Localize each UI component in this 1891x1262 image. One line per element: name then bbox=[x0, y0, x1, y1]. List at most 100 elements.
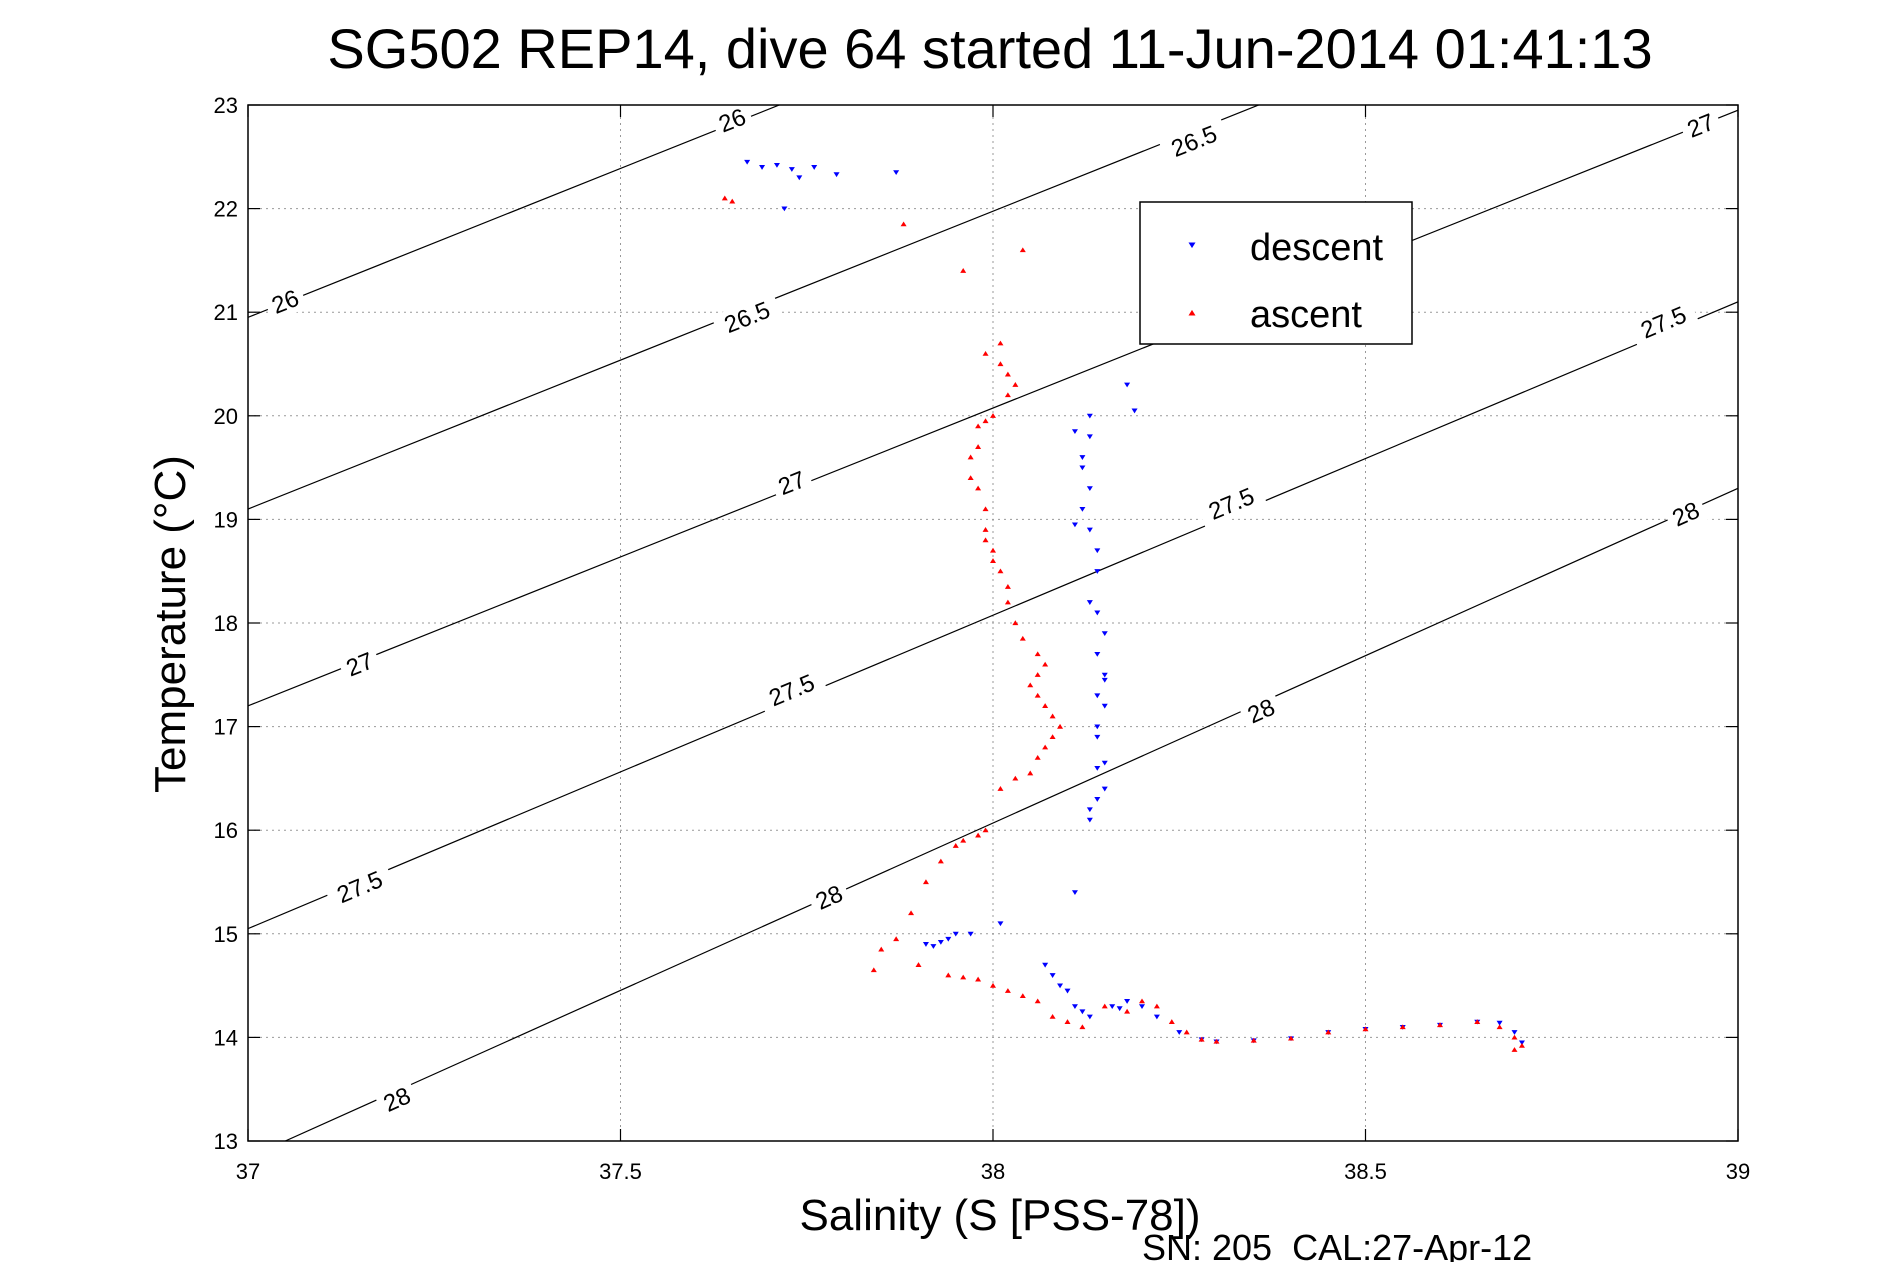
ascent-point bbox=[1511, 1047, 1518, 1052]
descent-point bbox=[967, 931, 974, 937]
ascent-point bbox=[997, 361, 1004, 367]
data-series bbox=[721, 159, 1525, 1052]
ascent-point bbox=[997, 568, 1004, 574]
x-tick-label: 37 bbox=[236, 1159, 260, 1184]
ascent-point bbox=[990, 547, 996, 553]
descent-point bbox=[796, 175, 803, 181]
descent-point bbox=[1086, 434, 1093, 440]
y-tick-label: 22 bbox=[214, 197, 238, 222]
ascent-point bbox=[908, 910, 915, 916]
ascent-point bbox=[915, 962, 922, 967]
ascent-point bbox=[960, 837, 967, 843]
descent-point bbox=[1153, 1014, 1160, 1020]
ascent-point bbox=[1034, 651, 1041, 657]
legend-marker-ascent bbox=[1188, 309, 1196, 316]
ascent-point bbox=[1034, 672, 1041, 677]
descent-point bbox=[1101, 672, 1108, 678]
descent-point bbox=[937, 939, 944, 945]
y-tick-label: 19 bbox=[214, 507, 238, 532]
ascent-point bbox=[1168, 1019, 1175, 1024]
descent-point bbox=[1094, 693, 1101, 699]
descent-point bbox=[1116, 1006, 1123, 1012]
ascent-point bbox=[1019, 993, 1026, 999]
ascent-point bbox=[975, 832, 982, 838]
descent-point bbox=[1071, 429, 1078, 435]
ascent-point bbox=[893, 936, 900, 942]
y-tick-label: 18 bbox=[214, 611, 238, 636]
y-tick-label: 17 bbox=[214, 715, 238, 740]
ascent-point bbox=[1049, 1013, 1056, 1019]
ascent-point bbox=[1124, 1008, 1131, 1014]
ascent-point bbox=[1139, 998, 1145, 1004]
legend-entry-descent: descent bbox=[1188, 227, 1384, 269]
ascent-point bbox=[975, 485, 982, 491]
descent-point bbox=[930, 944, 937, 949]
descent-point bbox=[781, 206, 788, 212]
descent-point bbox=[1139, 1004, 1145, 1010]
density-contour-27.5 bbox=[248, 301, 1738, 930]
x-tick-label: 38 bbox=[981, 1159, 1005, 1184]
descent-point bbox=[997, 921, 1004, 927]
ascent-point bbox=[1027, 770, 1034, 776]
ascent-point bbox=[1019, 247, 1026, 253]
chart-title: SG502 REP14, dive 64 started 11-Jun-2014… bbox=[327, 17, 1652, 80]
contour-label-bg bbox=[323, 861, 396, 913]
ascent-point bbox=[975, 423, 982, 429]
ascent-point bbox=[975, 444, 982, 449]
legend-marker-descent bbox=[1188, 242, 1196, 249]
descent-point bbox=[1101, 703, 1108, 709]
descent-point bbox=[1101, 786, 1108, 792]
ascent-point bbox=[1034, 754, 1041, 760]
contour-label-bg bbox=[1662, 493, 1709, 535]
descent-point bbox=[1094, 724, 1101, 730]
ascent-point bbox=[1042, 744, 1049, 750]
contour-label-bg bbox=[336, 644, 383, 685]
x-tick-label: 39 bbox=[1726, 1159, 1750, 1184]
descent-point bbox=[1086, 1014, 1093, 1020]
descent-point bbox=[1071, 1004, 1078, 1010]
descent-point bbox=[1094, 548, 1101, 554]
descent-point bbox=[1124, 382, 1131, 388]
descent-point bbox=[1101, 631, 1108, 637]
descent-point bbox=[833, 172, 840, 178]
ascent-point bbox=[1004, 988, 1011, 993]
descent-point bbox=[1094, 765, 1101, 771]
descent-point bbox=[1094, 569, 1101, 574]
x-tick-label: 38.5 bbox=[1344, 1159, 1387, 1184]
descent-point bbox=[1094, 651, 1101, 657]
ascent-point bbox=[997, 340, 1004, 346]
ascent-point bbox=[1079, 1024, 1086, 1030]
density-contour-26.5 bbox=[248, 105, 1261, 510]
ascent-point bbox=[721, 195, 728, 201]
descent-point bbox=[1176, 1030, 1183, 1035]
contour-label: 27 bbox=[336, 644, 383, 685]
descent-point bbox=[788, 167, 795, 172]
ascent-point bbox=[982, 350, 989, 356]
descent-point bbox=[1101, 760, 1108, 766]
descent-point bbox=[1086, 807, 1093, 813]
descent-point bbox=[1086, 486, 1093, 492]
ascent-point bbox=[967, 454, 974, 460]
ascent-point bbox=[1012, 620, 1019, 626]
y-tick-label: 23 bbox=[214, 93, 238, 118]
x-tick-label: 37.5 bbox=[599, 1159, 642, 1184]
contour-label-bg bbox=[1627, 296, 1700, 349]
descent-point bbox=[773, 162, 780, 168]
descent-point bbox=[1109, 1004, 1116, 1010]
descent-point bbox=[759, 165, 766, 170]
descent-point bbox=[1079, 1009, 1086, 1015]
ascent-point bbox=[1325, 1029, 1332, 1035]
descent-point bbox=[945, 936, 952, 942]
descent-point bbox=[1086, 527, 1093, 533]
ascent-point bbox=[1004, 371, 1011, 377]
y-tick-label: 13 bbox=[214, 1129, 238, 1154]
descent-point bbox=[922, 942, 929, 947]
descent-point bbox=[1086, 413, 1093, 419]
ascent-point bbox=[1511, 1034, 1518, 1040]
ascent-point bbox=[1101, 1003, 1108, 1009]
descent-point bbox=[1064, 988, 1071, 994]
ascent-point bbox=[729, 198, 736, 204]
ascent-point bbox=[1057, 723, 1064, 729]
descent-point bbox=[1071, 890, 1078, 896]
descent-point bbox=[1094, 610, 1101, 616]
